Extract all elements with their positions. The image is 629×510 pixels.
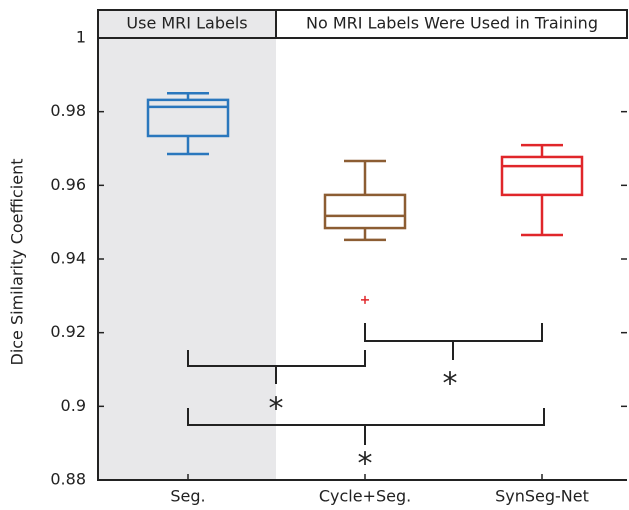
x-tick-label: SynSeg-Net	[495, 487, 589, 506]
box	[323, 193, 407, 230]
box	[500, 155, 584, 197]
significance-bracket	[364, 323, 543, 360]
y-tick-label: 0.98	[50, 101, 86, 120]
header-left: Use MRI Labels	[126, 14, 247, 33]
x-tick-label: Cycle+Seg.	[319, 487, 411, 506]
y-tick-label: 0.94	[50, 249, 86, 268]
header-right: No MRI Labels Were Used in Training	[306, 14, 598, 33]
outlier	[361, 295, 369, 304]
x-tick-label: Seg.	[170, 487, 205, 506]
y-axis-label: Dice Similarity Coefficient	[8, 159, 27, 366]
box	[146, 98, 230, 138]
significance-bracket	[187, 408, 545, 445]
shaded-region	[98, 10, 276, 480]
significance-star: *	[443, 367, 458, 402]
significance-star: *	[269, 392, 284, 427]
y-tick-label: 0.96	[50, 175, 86, 194]
y-tick-label: 0.88	[50, 470, 86, 489]
significance-star: *	[358, 447, 373, 482]
y-tick-label: 0.9	[61, 396, 86, 415]
y-tick-label: 1	[76, 28, 86, 47]
significance-bracket	[187, 350, 366, 384]
y-tick-label: 0.92	[50, 322, 86, 341]
